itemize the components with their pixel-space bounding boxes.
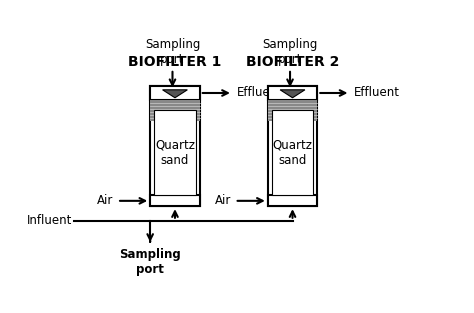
Text: Sampling
port: Sampling port	[119, 249, 181, 276]
Text: Effluent: Effluent	[237, 86, 283, 100]
Bar	[154, 110, 196, 195]
Bar	[150, 100, 200, 121]
Text: Air: Air	[215, 194, 231, 207]
Bar	[150, 86, 200, 206]
Text: Sampling
port: Sampling port	[262, 38, 318, 66]
Bar	[268, 100, 317, 121]
Bar	[150, 86, 200, 100]
Bar	[268, 86, 317, 206]
Text: Air: Air	[97, 194, 113, 207]
Text: Sampling
port: Sampling port	[145, 38, 200, 66]
Text: Quartz
sand: Quartz sand	[273, 139, 312, 167]
Polygon shape	[163, 90, 187, 98]
Text: Effluent: Effluent	[354, 86, 400, 100]
Bar	[268, 86, 317, 100]
Bar	[268, 195, 317, 206]
Polygon shape	[280, 90, 305, 98]
Text: Quartz
sand: Quartz sand	[155, 139, 195, 167]
Bar	[150, 195, 200, 206]
Text: BIOFILTER 1: BIOFILTER 1	[128, 55, 222, 69]
Bar	[272, 110, 313, 195]
Text: Influent: Influent	[27, 214, 72, 227]
Text: BIOFILTER 2: BIOFILTER 2	[246, 55, 339, 69]
